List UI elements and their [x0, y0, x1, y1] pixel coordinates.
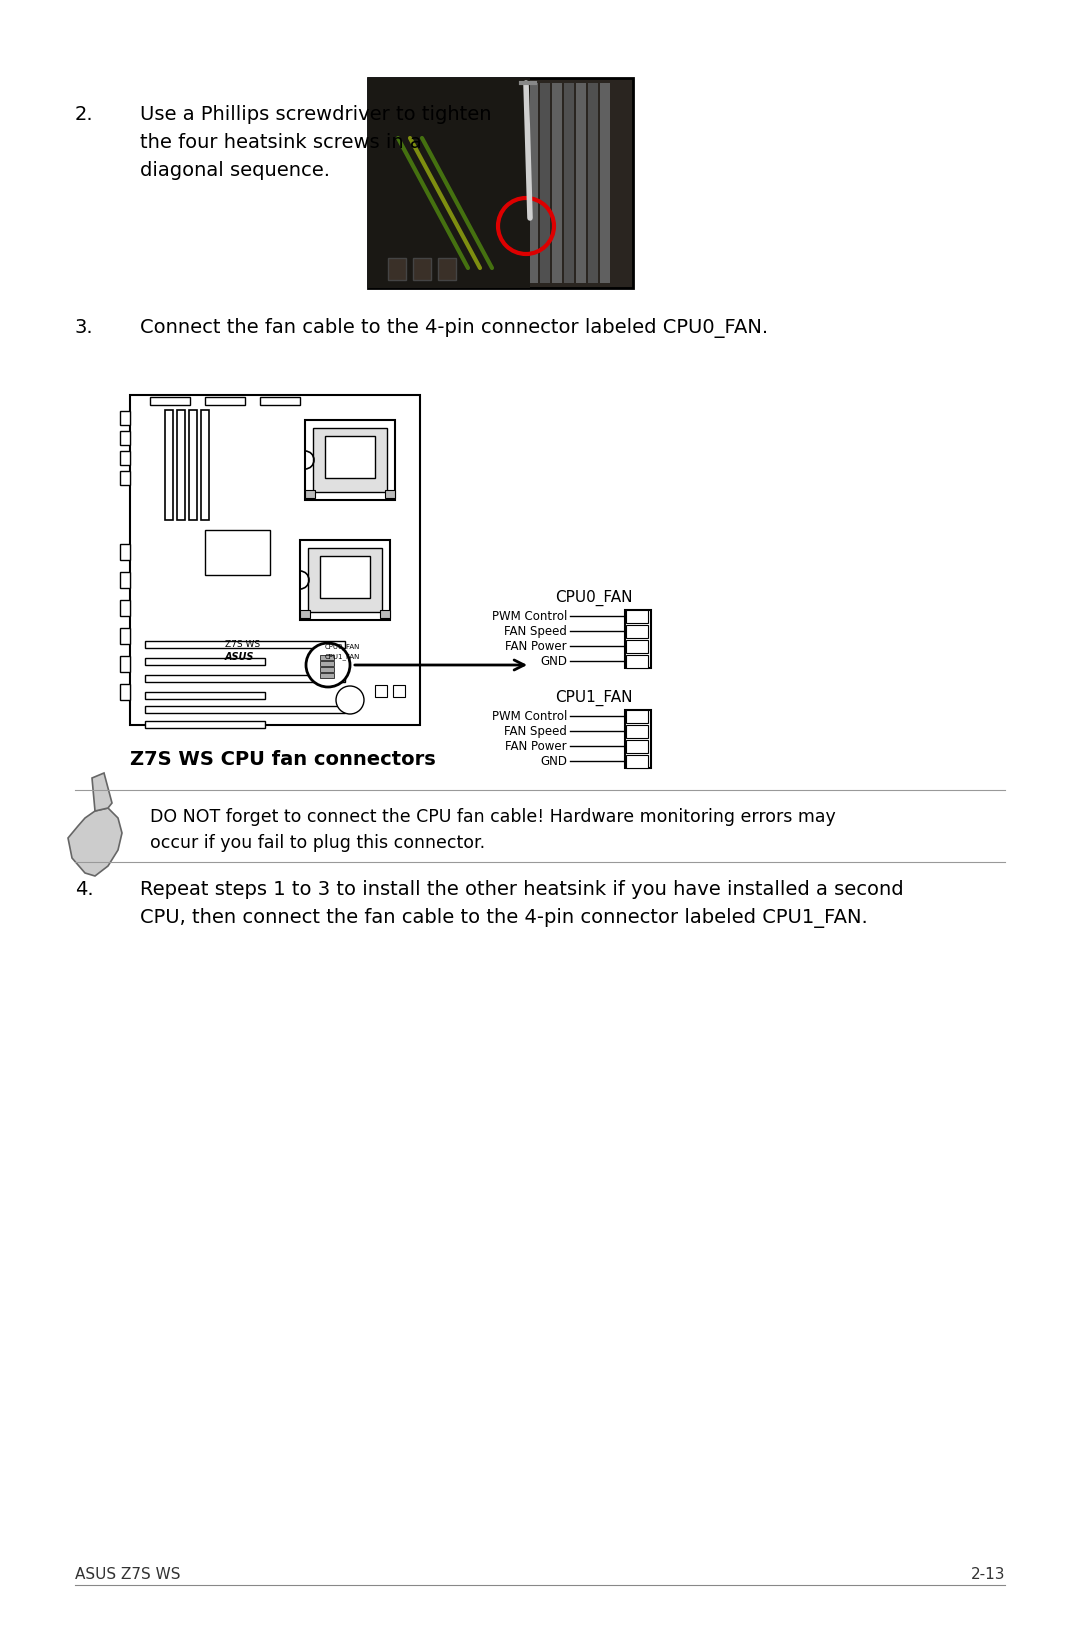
Bar [201, 410, 210, 521]
Bar [626, 656, 648, 669]
Text: 4.: 4. [75, 880, 94, 900]
Bar [528, 83, 538, 283]
Text: 2.: 2. [75, 106, 94, 124]
Text: CPU0_FAN: CPU0_FAN [325, 643, 361, 649]
Text: CPU1_FAN: CPU1_FAN [325, 652, 361, 661]
Text: PWM Control: PWM Control [491, 709, 567, 722]
Bar [626, 610, 648, 623]
Bar [368, 78, 633, 288]
Bar [626, 625, 648, 638]
Bar [438, 259, 456, 280]
Circle shape [306, 643, 350, 687]
Circle shape [336, 687, 364, 714]
Bar [150, 397, 190, 405]
Bar [388, 259, 406, 280]
Bar [120, 470, 130, 485]
Bar [380, 610, 390, 618]
Bar [626, 740, 648, 753]
Bar [552, 83, 562, 283]
Bar [393, 685, 405, 696]
Text: the four heatsink screws in a: the four heatsink screws in a [140, 133, 422, 151]
Text: ASUS: ASUS [225, 652, 255, 662]
Text: diagonal sequence.: diagonal sequence. [140, 161, 330, 181]
Text: CPU0_FAN: CPU0_FAN [555, 591, 633, 607]
Text: Use a Phillips screwdriver to tighten: Use a Phillips screwdriver to tighten [140, 106, 491, 124]
Bar [130, 395, 420, 726]
Bar [189, 410, 197, 521]
Bar [540, 83, 550, 283]
Bar [120, 543, 130, 560]
Text: PWM Control: PWM Control [491, 610, 567, 623]
Bar [626, 709, 648, 722]
Bar [576, 83, 586, 283]
Bar [120, 573, 130, 587]
Text: CPU, then connect the fan cable to the 4-pin connector labeled CPU1_FAN.: CPU, then connect the fan cable to the 4… [140, 908, 867, 927]
Text: 3.: 3. [75, 317, 94, 337]
Bar [625, 610, 651, 669]
Bar [120, 683, 130, 700]
Bar [320, 656, 334, 661]
Bar [320, 556, 370, 599]
Text: FAN Power: FAN Power [505, 639, 567, 652]
Bar [375, 685, 387, 696]
Bar [145, 675, 345, 682]
Text: FAN Power: FAN Power [505, 740, 567, 753]
Text: Z7S WS: Z7S WS [225, 639, 260, 649]
Bar [413, 259, 431, 280]
Bar [320, 661, 334, 665]
Text: ASUS Z7S WS: ASUS Z7S WS [75, 1567, 180, 1581]
Bar [313, 428, 387, 491]
Polygon shape [68, 809, 122, 875]
Text: Z7S WS CPU fan connectors: Z7S WS CPU fan connectors [130, 750, 435, 770]
Bar [145, 691, 265, 700]
Bar [308, 548, 382, 612]
Bar [145, 657, 265, 665]
Bar [120, 600, 130, 617]
Text: Connect the fan cable to the 4-pin connector labeled CPU0_FAN.: Connect the fan cable to the 4-pin conne… [140, 317, 768, 338]
Bar [165, 410, 173, 521]
Bar [260, 397, 300, 405]
Text: FAN Speed: FAN Speed [504, 625, 567, 638]
Bar [145, 706, 345, 713]
Polygon shape [92, 773, 112, 810]
Bar [305, 420, 395, 499]
Text: FAN Speed: FAN Speed [504, 724, 567, 737]
Bar [626, 639, 648, 652]
Bar [320, 674, 334, 678]
Bar [600, 83, 610, 283]
Text: DO NOT forget to connect the CPU fan cable! Hardware monitoring errors may: DO NOT forget to connect the CPU fan cab… [150, 809, 836, 827]
Text: 2-13: 2-13 [971, 1567, 1005, 1581]
Bar [145, 721, 265, 727]
Bar [320, 667, 334, 672]
Bar [120, 431, 130, 446]
Text: GND: GND [540, 654, 567, 667]
Text: Repeat steps 1 to 3 to install the other heatsink if you have installed a second: Repeat steps 1 to 3 to install the other… [140, 880, 904, 900]
Bar [177, 410, 185, 521]
Text: CPU1_FAN: CPU1_FAN [555, 690, 633, 706]
Bar [120, 628, 130, 644]
Bar [325, 436, 375, 478]
Bar [205, 397, 245, 405]
Bar [626, 755, 648, 768]
Bar [120, 412, 130, 425]
Bar [626, 726, 648, 739]
Bar [384, 490, 395, 498]
Bar [588, 83, 598, 283]
Bar [120, 656, 130, 672]
Text: GND: GND [540, 755, 567, 768]
Bar [145, 641, 345, 648]
Bar [300, 610, 310, 618]
Bar [368, 78, 530, 288]
Bar [625, 709, 651, 768]
Text: occur if you fail to plug this connector.: occur if you fail to plug this connector… [150, 835, 485, 853]
Bar [300, 540, 390, 620]
Bar [305, 490, 315, 498]
Bar [205, 530, 270, 574]
Bar [120, 451, 130, 465]
Bar [564, 83, 573, 283]
